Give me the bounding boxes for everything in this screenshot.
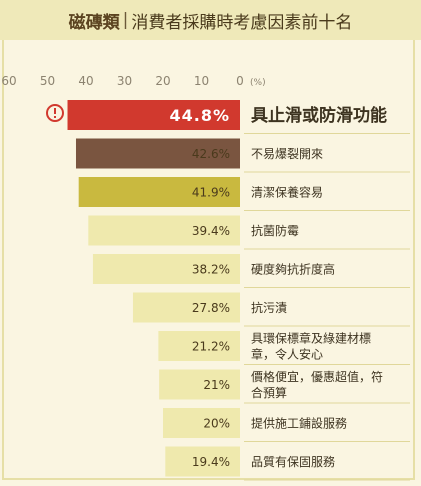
x-tick-label: 10	[194, 74, 209, 88]
bar	[92, 254, 241, 284]
category-label: 不易爆裂開來	[251, 147, 323, 161]
category-label: 硬度夠抗折度高	[251, 262, 335, 277]
bar-value-label: 38.2%	[192, 263, 230, 277]
category-label: 合預算	[251, 385, 287, 400]
bar-value-label: 41.9%	[192, 186, 230, 200]
bar-value-label: 44.8%	[169, 106, 230, 125]
bar	[132, 292, 240, 323]
category-label: 品質有保固服務	[251, 454, 335, 469]
title-bar	[0, 0, 421, 40]
bar	[75, 138, 241, 169]
bar	[159, 369, 240, 400]
category-label: 清潔保養容易	[251, 185, 323, 200]
title-subtitle: 消費者採購時考慮因素前十名	[131, 12, 353, 33]
bar-value-label: 19.4%	[192, 455, 230, 469]
title-category: 磁磚類	[68, 12, 120, 33]
bar	[78, 177, 240, 207]
x-unit-label: (%)	[250, 78, 266, 88]
category-label: 提供施工鋪設服務	[251, 416, 347, 431]
bar-value-label: 27.8%	[192, 301, 230, 315]
category-label: 具環保標章及綠建材標	[251, 331, 371, 346]
x-tick-label: 60	[1, 74, 16, 88]
category-label: 抗菌防霉	[251, 223, 299, 238]
bar-value-label: 21.2%	[192, 340, 230, 354]
bar	[165, 446, 240, 477]
exclamation-circle-icon	[46, 104, 64, 122]
title-separator: |	[122, 10, 129, 30]
category-label: 具止滑或防滑功能	[250, 105, 387, 126]
bar-value-label: 42.6%	[192, 147, 230, 161]
bar	[67, 100, 241, 130]
x-tick-label: 30	[117, 74, 132, 88]
category-label: 章，令人安心	[251, 347, 323, 362]
bar-value-label: 20%	[203, 417, 230, 431]
x-tick-label: 50	[40, 74, 55, 88]
bar	[88, 215, 240, 246]
x-tick-label: 20	[155, 74, 170, 88]
bar-value-label: 39.4%	[192, 224, 230, 238]
chart-title: 磁磚類 | 消費者採購時考慮因素前十名	[0, 0, 421, 40]
bar	[163, 408, 240, 438]
category-label: 價格便宜，優惠超值，符	[251, 369, 383, 384]
bar-value-label: 21%	[203, 378, 230, 392]
x-tick-label: 0	[236, 74, 244, 88]
bar	[158, 331, 240, 361]
x-tick-label: 40	[78, 74, 93, 88]
category-label: 抗污漬	[251, 300, 287, 315]
